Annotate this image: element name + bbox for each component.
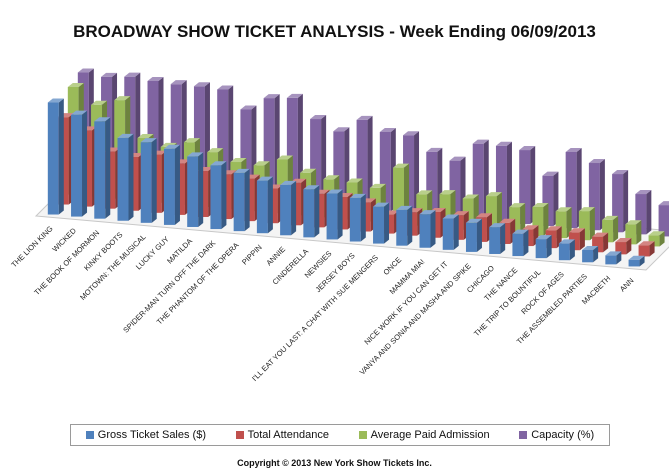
legend-swatch-avg-paid: [358, 431, 367, 439]
bar-gross-6: [187, 152, 204, 227]
bar-gross-0: [47, 98, 64, 215]
bar-capacity-23: [612, 170, 629, 233]
category-label-18: VANYA AND SONIA AND MASHA AND SPIKE: [358, 261, 473, 376]
bar-gross-19: [489, 223, 506, 254]
bar-capacity-12: [356, 115, 373, 210]
legend-label-capacity: Capacity (%): [531, 429, 595, 441]
bar-capacity-19: [519, 146, 536, 224]
bar-attendance-24: [615, 238, 632, 255]
legend-swatch-gross: [85, 431, 94, 439]
bar-gross-22: [558, 239, 575, 261]
bar-gross-12: [326, 189, 343, 240]
legend-swatch-capacity: [519, 431, 528, 439]
bar-gross-11: [303, 185, 320, 238]
bar-capacity-25: [658, 201, 669, 237]
category-label-9: PIPPIN: [240, 243, 264, 267]
bar-capacity-21: [565, 147, 582, 229]
bar-gross-10: [280, 180, 297, 236]
chart-title: BROADWAY SHOW TICKET ANALYSIS - Week End…: [73, 22, 596, 41]
bar-gross-18: [465, 218, 482, 252]
bar-gross-1: [71, 110, 88, 217]
legend-item-gross: Gross Ticket Sales ($): [85, 429, 206, 441]
bar-avg-paid-22: [578, 207, 595, 241]
category-label-15: ONCE: [381, 255, 403, 277]
bar-gross-25: [628, 255, 645, 267]
legend-label-attendance: Total Attendance: [247, 429, 329, 441]
bar-gross-17: [442, 214, 459, 250]
bar-gross-13: [349, 193, 366, 242]
legend-swatch-attendance: [235, 431, 244, 439]
bar-gross-16: [419, 210, 436, 248]
bar-capacity-18: [495, 141, 512, 222]
bar-avg-paid-21: [555, 207, 572, 239]
bar-capacity-17: [472, 139, 489, 220]
bar-capacity-24: [635, 190, 652, 235]
bar-gross-24: [605, 251, 622, 265]
legend-item-capacity: Capacity (%): [519, 429, 594, 441]
bar-gross-23: [582, 245, 599, 263]
chart-legend: Gross Ticket Sales ($) Total Attendance …: [70, 424, 610, 446]
copyright-text: Copyright © 2013 New York Show Tickets I…: [237, 458, 432, 468]
category-label-25: ANN: [618, 276, 636, 294]
bar-gross-5: [163, 144, 180, 225]
bar-capacity-22: [588, 159, 605, 231]
legend-item-attendance: Total Attendance: [235, 429, 329, 441]
bar-gross-9: [256, 176, 273, 234]
bar-gross-20: [512, 229, 529, 257]
category-label-7: SPIDER-MAN TURN OFF THE DARK: [121, 239, 217, 335]
category-label-0: THE LION KING: [9, 224, 54, 269]
bar-avg-paid-25: [648, 231, 665, 247]
category-label-10: ANNIE: [264, 245, 287, 268]
bar-attendance-23: [592, 232, 609, 253]
legend-item-avg-paid: Average Paid Admission: [358, 429, 490, 441]
bar-gross-21: [535, 235, 552, 259]
bar-gross-4: [140, 138, 157, 223]
bar-gross-14: [373, 202, 390, 244]
legend-label-avg-paid: Average Paid Admission: [370, 429, 490, 441]
bar-gross-15: [396, 205, 413, 246]
bar-gross-7: [210, 161, 227, 230]
bar-gross-8: [233, 168, 250, 232]
bar-avg-paid-20: [532, 202, 549, 237]
bar-avg-paid-24: [625, 220, 642, 245]
bar-attendance-25: [638, 241, 655, 257]
bar-avg-paid-23: [602, 215, 619, 243]
bar-gross-2: [94, 117, 111, 219]
legend-label-gross: Gross Ticket Sales ($): [97, 429, 206, 441]
bar-gross-3: [117, 133, 134, 221]
